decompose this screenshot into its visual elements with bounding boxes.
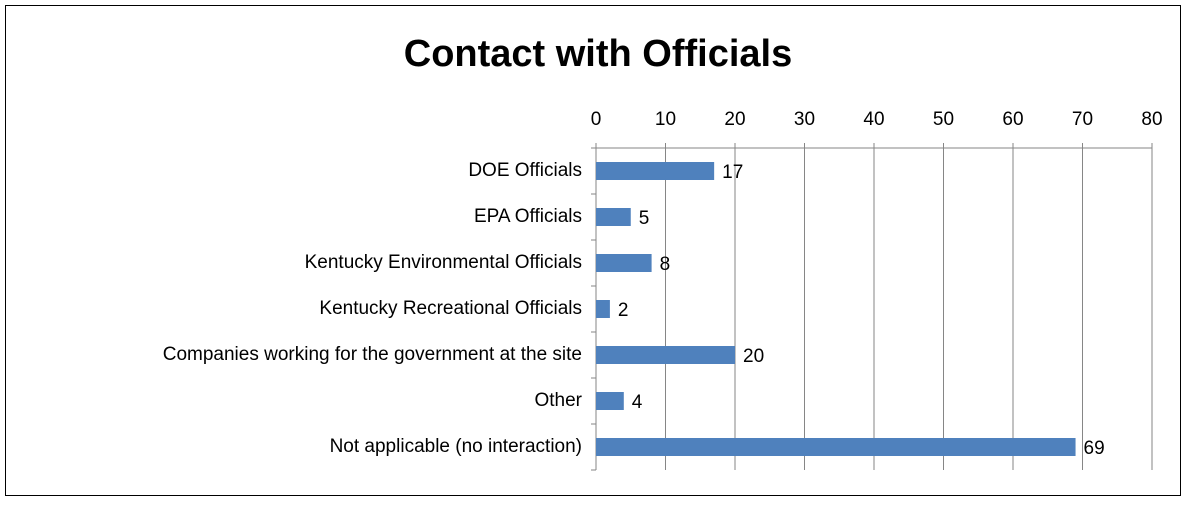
x-tick-label: 30 [794, 109, 815, 130]
data-label: 69 [1084, 438, 1105, 459]
x-tick-label: 20 [724, 109, 745, 130]
data-label: 20 [743, 346, 764, 367]
y-tick-label: DOE Officials [468, 160, 582, 181]
bar [596, 300, 610, 318]
data-label: 17 [722, 162, 743, 183]
y-tick-label: Companies working for the government at … [163, 344, 582, 365]
data-label: 4 [632, 392, 643, 413]
y-tick-label: Not applicable (no interaction) [330, 436, 582, 457]
chart-border [5, 5, 1181, 496]
y-tick-label: EPA Officials [474, 206, 582, 227]
y-tick-label: Kentucky Recreational Officials [319, 298, 582, 319]
x-tick-label: 60 [1002, 109, 1023, 130]
data-label: 5 [639, 208, 650, 229]
x-tick-label: 0 [591, 109, 602, 130]
bar [596, 254, 652, 272]
bar [596, 392, 624, 410]
x-tick-label: 50 [933, 109, 954, 130]
x-tick-label: 70 [1072, 109, 1093, 130]
y-tick-label: Other [534, 390, 582, 411]
x-tick-label: 10 [655, 109, 676, 130]
data-label: 8 [660, 254, 671, 275]
bar [596, 346, 735, 364]
bar [596, 438, 1076, 456]
y-tick-label: Kentucky Environmental Officials [305, 252, 582, 273]
bar [596, 162, 715, 180]
bar [596, 208, 631, 226]
x-tick-label: 40 [863, 109, 884, 130]
x-tick-label: 80 [1141, 109, 1162, 130]
data-label: 2 [618, 300, 629, 321]
chart-title: Contact with Officials [404, 33, 792, 75]
